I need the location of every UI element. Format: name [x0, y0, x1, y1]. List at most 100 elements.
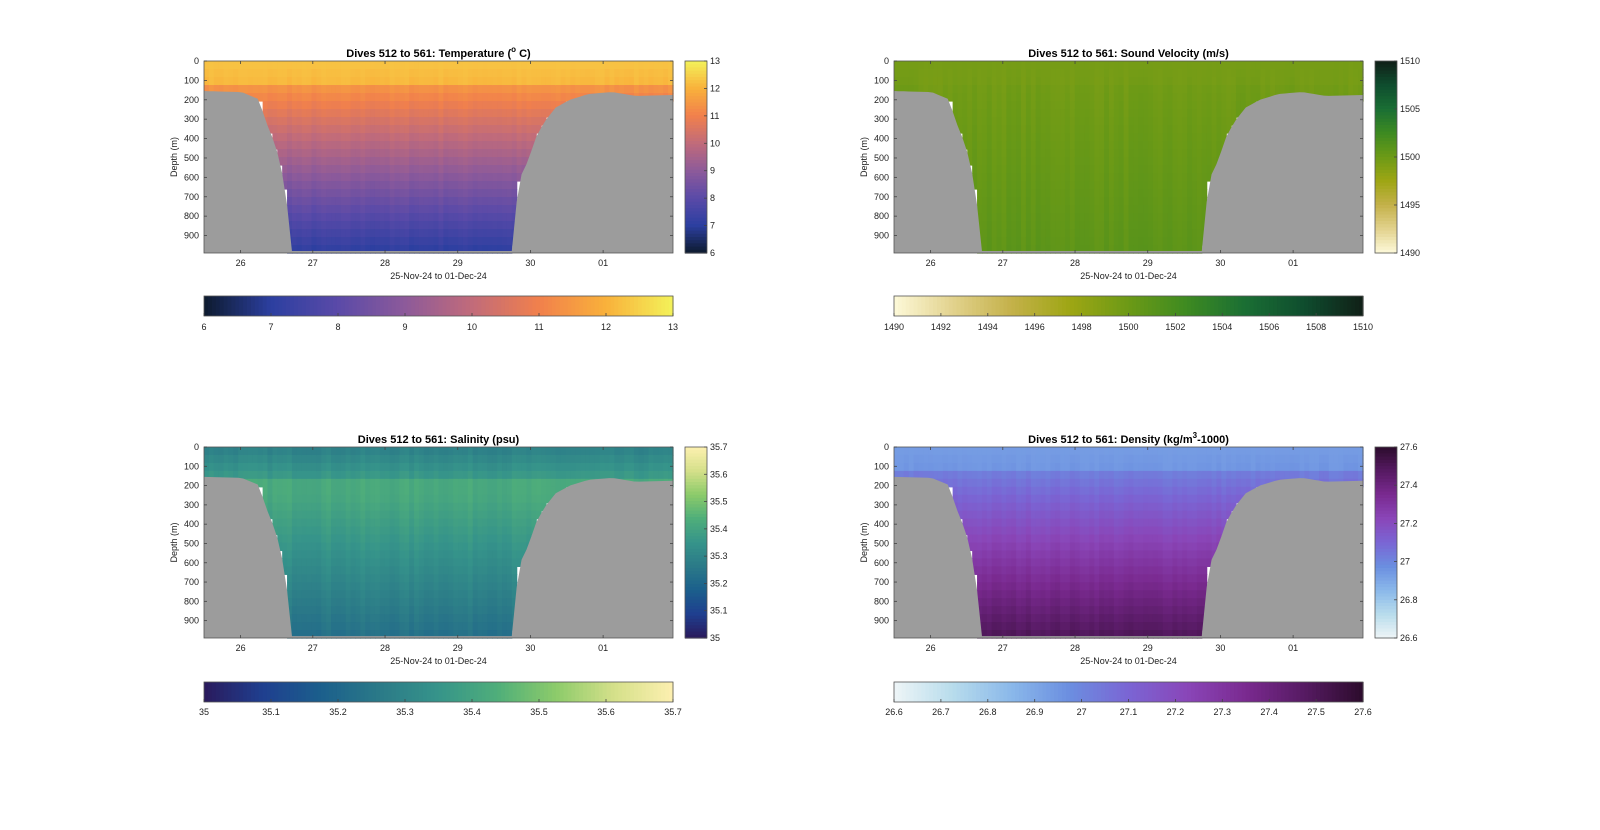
heatmap-cell	[331, 229, 337, 238]
heatmap-cell	[296, 622, 303, 631]
heatmap-cell	[1192, 133, 1198, 142]
heatmap-cell	[614, 69, 620, 78]
heatmap-cell	[438, 165, 444, 174]
heatmap-cell	[1148, 117, 1154, 126]
heatmap-cell	[321, 534, 327, 544]
y-tick-label: 200	[184, 95, 199, 105]
heatmap-cell	[1050, 213, 1056, 222]
heatmap-cell	[894, 77, 900, 86]
heatmap-cell	[502, 197, 508, 206]
heatmap-cell	[487, 77, 493, 86]
heatmap-cell	[282, 133, 288, 142]
heatmap-cell	[272, 462, 278, 472]
heatmap-cell	[957, 69, 963, 78]
heatmap-cell	[492, 197, 498, 206]
heatmap-cell	[981, 197, 988, 206]
heatmap-cell	[1143, 157, 1149, 166]
heatmap-cell	[624, 470, 630, 480]
colorbar-segment	[685, 83, 707, 88]
heatmap-cell	[1265, 77, 1271, 86]
heatmap-cell	[1162, 205, 1169, 214]
colorbar-segment	[685, 491, 707, 496]
heatmap-cell	[399, 590, 405, 599]
heatmap-cell	[370, 149, 376, 158]
heatmap-cell	[453, 101, 459, 110]
heatmap-cell	[404, 510, 410, 520]
heatmap-cell	[208, 61, 215, 70]
heatmap-cell	[1006, 133, 1012, 142]
heatmap-cell	[233, 454, 239, 464]
heatmap-cell	[321, 173, 327, 182]
heatmap-cell	[335, 149, 342, 158]
heatmap-cell	[306, 133, 313, 142]
heatmap-cell	[448, 622, 454, 631]
heatmap-cell	[370, 85, 376, 94]
heatmap-cell	[423, 93, 430, 102]
heatmap-cell	[541, 69, 547, 78]
heatmap-cell	[937, 85, 944, 94]
heatmap-cell	[433, 245, 440, 254]
heatmap-cell	[423, 213, 430, 222]
heatmap-cell	[1113, 157, 1120, 166]
heatmap-cell	[1226, 101, 1232, 110]
colorbar-segment	[1179, 296, 1184, 316]
heatmap-cell	[374, 478, 381, 488]
heatmap-cell	[326, 181, 332, 190]
heatmap-cell	[1123, 141, 1130, 150]
heatmap-cell	[477, 614, 484, 623]
colorbar-segment	[289, 296, 295, 316]
heatmap-cell	[409, 614, 415, 623]
heatmap-cell	[355, 518, 361, 528]
heatmap-cell	[423, 486, 430, 496]
heatmap-cell	[511, 149, 518, 158]
heatmap-cell	[497, 205, 503, 214]
heatmap-cell	[516, 93, 523, 102]
heatmap-cell	[301, 502, 308, 512]
heatmap-cell	[414, 534, 420, 544]
heatmap-cell	[399, 447, 405, 456]
y-tick-label: 900	[184, 231, 199, 241]
colorbar-segment	[317, 296, 322, 316]
heatmap-cell	[502, 237, 508, 246]
heatmap-cell	[472, 510, 479, 520]
heatmap-cell	[287, 149, 293, 158]
heatmap-cell	[404, 197, 410, 206]
heatmap-cell	[467, 101, 474, 110]
heatmap-cell	[482, 478, 488, 488]
heatmap-cell	[1143, 141, 1149, 150]
heatmap-cell	[345, 109, 352, 118]
heatmap-cell	[423, 117, 430, 126]
heatmap-cell	[516, 165, 523, 174]
heatmap-cell	[472, 534, 479, 544]
heatmap-cell	[335, 447, 342, 456]
heatmap-cell	[291, 454, 298, 464]
heatmap-cell	[585, 447, 591, 456]
heatmap-cell	[467, 574, 474, 583]
heatmap-cell	[1060, 205, 1066, 214]
colorbar-segment	[685, 472, 707, 477]
heatmap-cell	[472, 125, 479, 134]
colorbar-segment	[340, 296, 346, 316]
heatmap-cell	[335, 109, 342, 118]
heatmap-cell	[301, 454, 308, 464]
heatmap-cell	[301, 590, 308, 599]
heatmap-cell	[414, 125, 420, 134]
heatmap-cell	[287, 606, 293, 615]
heatmap-cell	[1108, 245, 1115, 254]
heatmap-cell	[1021, 69, 1027, 78]
heatmap-cell	[1211, 85, 1218, 94]
heatmap-cell	[399, 229, 405, 238]
heatmap-cell	[384, 229, 391, 238]
heatmap-cell	[1006, 101, 1012, 110]
heatmap-cell	[321, 550, 327, 560]
heatmap-cell	[321, 237, 327, 246]
heatmap-cell	[1035, 245, 1042, 254]
heatmap-cell	[414, 526, 420, 536]
heatmap-cell	[482, 229, 488, 238]
heatmap-cell	[536, 454, 542, 464]
heatmap-cell	[306, 181, 313, 190]
heatmap-cell	[506, 213, 513, 222]
heatmap-cell	[365, 534, 371, 544]
colorbar-segment	[940, 296, 946, 316]
heatmap-cell	[340, 486, 347, 496]
